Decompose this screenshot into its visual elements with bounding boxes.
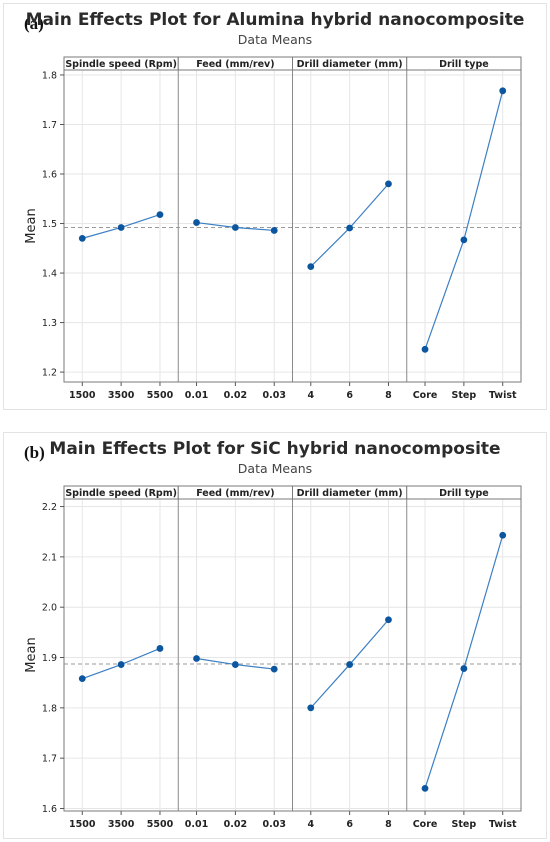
x-tick-label-a-1-0: 0.01 bbox=[185, 390, 208, 401]
data-point-a-0-0 bbox=[78, 234, 86, 242]
y-tick-label-b-4: 2.0 bbox=[42, 603, 57, 614]
chart-title-a: Main Effects Plot for Alumina hybrid nan… bbox=[25, 10, 525, 30]
data-point-b-2-1 bbox=[346, 661, 354, 668]
x-tick-label-b-2-0: 4 bbox=[307, 819, 314, 830]
data-point-b-1-2 bbox=[270, 665, 278, 673]
y-axis-label-b: Mean bbox=[24, 637, 39, 672]
x-tick-label-a-3-1: Step bbox=[452, 390, 477, 401]
figure-b: (b) Main Effects Plot for SiC hybrid nan… bbox=[3, 432, 547, 839]
x-tick-label-b-2-1: 6 bbox=[346, 819, 353, 830]
data-point-b-0-0 bbox=[78, 675, 86, 683]
factor-header-a-2: Drill diameter (mm) bbox=[297, 59, 403, 70]
x-tick-label-b-3-2: Twist bbox=[489, 819, 517, 830]
y-tick-label-b-1: 1.7 bbox=[42, 754, 57, 765]
y-tick-label-a-6: 1.8 bbox=[42, 70, 57, 81]
y-tick-label-b-6: 2.2 bbox=[42, 502, 57, 513]
panel-label-a: (a) bbox=[24, 14, 44, 33]
x-tick-label-a-3-0: Core bbox=[413, 390, 438, 401]
x-tick-label-b-0-0: 1500 bbox=[69, 819, 96, 830]
x-tick-label-b-3-0: Core bbox=[413, 819, 438, 830]
data-point-a-0-1 bbox=[117, 224, 125, 231]
x-tick-label-b-3-1: Step bbox=[452, 819, 477, 830]
y-tick-label-a-0: 1.2 bbox=[42, 368, 57, 379]
data-point-b-1-0 bbox=[193, 655, 200, 662]
factor-header-b-0: Spindle speed (Rpm) bbox=[65, 488, 177, 499]
y-tick-label-a-2: 1.4 bbox=[42, 269, 57, 280]
x-tick-label-a-2-0: 4 bbox=[307, 390, 314, 401]
x-tick-label-b-0-2: 5500 bbox=[147, 819, 174, 830]
x-tick-label-a-0-2: 5500 bbox=[147, 390, 174, 401]
x-tick-label-b-1-1: 0.02 bbox=[224, 819, 247, 830]
data-point-b-0-1 bbox=[117, 661, 125, 668]
data-point-b-0-2 bbox=[156, 645, 164, 652]
data-point-a-2-0 bbox=[307, 263, 315, 271]
y-tick-label-b-2: 1.8 bbox=[42, 703, 57, 714]
factor-header-b-1: Feed (mm/rev) bbox=[196, 488, 274, 499]
factor-header-a-0: Spindle speed (Rpm) bbox=[65, 59, 177, 70]
y-axis-label-a: Mean bbox=[24, 208, 39, 243]
plot-frame-a bbox=[63, 69, 522, 383]
x-tick-label-a-0-0: 1500 bbox=[69, 390, 96, 401]
data-point-b-3-1 bbox=[460, 665, 468, 672]
x-tick-label-b-2-2: 8 bbox=[385, 819, 392, 830]
x-tick-label-a-1-1: 0.02 bbox=[224, 390, 247, 401]
y-tick-label-a-3: 1.5 bbox=[42, 219, 57, 230]
factor-header-a-3: Drill type bbox=[439, 59, 489, 70]
main-effects-plot-b: Spindle speed (Rpm) 1500 3500 5500 Feed (mm/… bbox=[24, 485, 522, 830]
x-tick-label-b-0-1: 3500 bbox=[108, 819, 135, 830]
y-tick-label-b-0: 1.6 bbox=[42, 804, 57, 815]
chart-subtitle-a: Data Means bbox=[237, 32, 313, 47]
data-point-b-3-0 bbox=[421, 784, 429, 792]
x-tick-label-a-2-1: 6 bbox=[346, 390, 353, 401]
data-point-b-3-2 bbox=[499, 531, 507, 539]
data-point-a-1-0 bbox=[193, 219, 200, 226]
data-point-a-0-2 bbox=[156, 211, 164, 219]
x-tick-label-a-1-2: 0.03 bbox=[262, 390, 285, 401]
y-tick-label-a-5: 1.7 bbox=[42, 120, 57, 131]
data-point-a-2-2 bbox=[385, 180, 392, 188]
x-tick-label-a-0-1: 3500 bbox=[108, 390, 135, 401]
data-point-a-3-2 bbox=[499, 87, 507, 95]
data-point-a-2-1 bbox=[346, 224, 354, 232]
x-tick-label-a-3-2: Twist bbox=[489, 390, 517, 401]
factor-header-b-2: Drill diameter (mm) bbox=[297, 488, 403, 499]
data-point-b-2-0 bbox=[307, 704, 315, 712]
chart-title-b: Main Effects Plot for SiC hybrid nanocom… bbox=[49, 439, 501, 459]
data-point-b-1-1 bbox=[231, 661, 239, 668]
data-point-a-3-0 bbox=[421, 345, 429, 353]
data-point-a-1-1 bbox=[231, 224, 239, 231]
y-tick-label-b-5: 2.1 bbox=[42, 552, 57, 563]
chart-subtitle-b: Data Means bbox=[237, 461, 313, 476]
main-effects-plot-a: Spindle speed (Rpm) 1500 3500 5500 Feed (mm/… bbox=[24, 56, 522, 401]
factor-header-a-1: Feed (mm/rev) bbox=[196, 59, 274, 70]
factor-header-b-3: Drill type bbox=[439, 488, 489, 499]
x-tick-label-a-2-2: 8 bbox=[385, 390, 392, 401]
y-tick-label-b-3: 1.9 bbox=[42, 653, 57, 664]
x-tick-label-b-1-2: 0.03 bbox=[262, 819, 285, 830]
data-point-a-3-1 bbox=[460, 236, 468, 244]
x-tick-label-b-1-0: 0.01 bbox=[185, 819, 208, 830]
figure-a: (a) Main Effects Plot for Alumina hybrid… bbox=[3, 3, 547, 410]
data-point-a-1-2 bbox=[270, 227, 278, 234]
panel-label-b: (b) bbox=[24, 443, 45, 462]
data-point-b-2-2 bbox=[385, 616, 392, 624]
plot-frame-b bbox=[63, 498, 522, 812]
y-tick-label-a-1: 1.3 bbox=[42, 318, 57, 329]
y-tick-label-a-4: 1.6 bbox=[42, 170, 57, 181]
